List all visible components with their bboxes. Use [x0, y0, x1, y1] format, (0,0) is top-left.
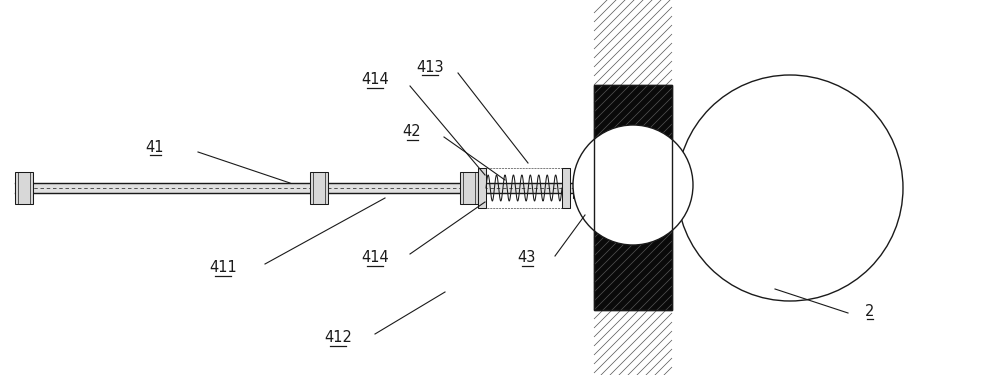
Bar	[594, 85, 672, 310]
Text: 411: 411	[209, 261, 237, 276]
Circle shape	[573, 125, 693, 245]
Bar	[562, 168, 570, 208]
Bar	[573, 178, 587, 198]
Circle shape	[677, 75, 903, 301]
Text: 413: 413	[416, 60, 444, 75]
Text: 42: 42	[403, 124, 421, 140]
Bar	[594, 85, 672, 310]
Text: 41: 41	[146, 140, 164, 154]
Text: 43: 43	[518, 251, 536, 266]
Bar	[15, 183, 595, 193]
Text: 414: 414	[361, 251, 389, 266]
Bar	[478, 168, 486, 208]
Bar	[460, 172, 478, 204]
Text: 412: 412	[324, 330, 352, 345]
Bar	[310, 172, 328, 204]
Bar	[15, 172, 33, 204]
Text: 2: 2	[865, 303, 875, 318]
Text: 414: 414	[361, 72, 389, 87]
